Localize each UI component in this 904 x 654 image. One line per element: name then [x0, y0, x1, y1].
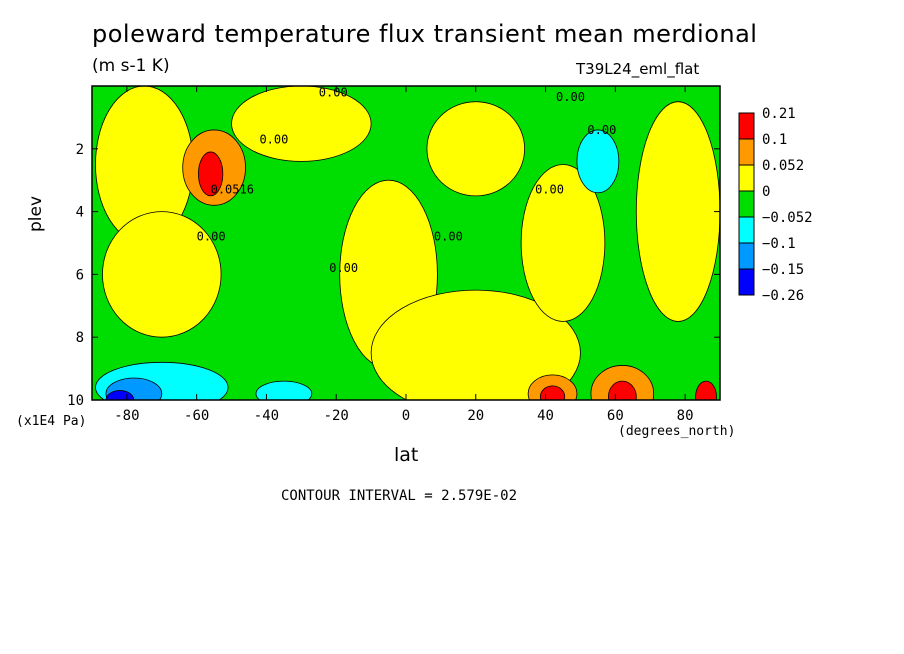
region-red-15	[695, 380, 717, 400]
colorbar-swatch	[738, 138, 755, 166]
x-axis-title: lat	[394, 444, 419, 466]
contour-label: 0.00	[329, 261, 358, 275]
y-tick-label: 10	[67, 393, 84, 409]
region-cyan-10	[576, 129, 620, 194]
colorbar-label: −0.052	[762, 210, 813, 226]
colorbar-label: 0.21	[762, 106, 796, 122]
contour-interval-note: CONTOUR INTERVAL = 2.579E-02	[281, 488, 518, 504]
colorbar-swatch	[738, 164, 755, 192]
region-red-9	[198, 151, 224, 197]
colorbar: 0.21 0.1 0.052 0 −0.052 −0.1 −0.15 −0.26	[738, 106, 813, 304]
contour-label: 0.0516	[211, 183, 254, 197]
colorbar-label: −0.15	[762, 262, 804, 278]
y-tick-label: 8	[76, 330, 84, 346]
colorbar-swatch	[738, 112, 755, 140]
x-tick-label: 20	[467, 408, 484, 424]
region-yellow-5	[520, 164, 606, 322]
x-tick-label: 80	[677, 408, 694, 424]
region-red-14	[539, 385, 566, 400]
colorbar-label: −0.26	[762, 288, 804, 304]
y-tick-label: 6	[76, 267, 84, 283]
region-yellow-7	[635, 101, 720, 322]
x-tick-label: -40	[254, 408, 279, 424]
colorbar-swatch	[738, 216, 755, 244]
axes: -80 -60 -40 -20 0 20 40 60 80 2 4 6 8 10	[67, 86, 720, 424]
contour-label: 0.00	[319, 85, 348, 99]
y-axis-units: (x1E4 Pa)	[16, 414, 87, 429]
x-tick-label: -20	[324, 408, 349, 424]
chart-title: poleward temperature flux transient mean…	[92, 20, 758, 48]
run-label: T39L24_eml_flat	[576, 60, 700, 78]
colorbar-label: −0.1	[762, 236, 796, 252]
contour-label: 0.00	[556, 90, 585, 104]
x-tick-label: -60	[184, 408, 209, 424]
colorbar-swatch	[738, 242, 755, 270]
region-yellow-6	[426, 101, 526, 197]
colorbar-label: 0	[762, 184, 770, 200]
colorbar-swatch	[738, 268, 755, 296]
y-tick-label: 4	[76, 205, 84, 221]
x-tick-label: 0	[402, 408, 410, 424]
y-tick-label: 2	[76, 142, 84, 158]
region-yellow-4	[370, 289, 581, 400]
x-tick-label: 40	[537, 408, 554, 424]
colorbar-label: 0.1	[762, 132, 787, 148]
colorbar-label: 0.052	[762, 158, 804, 174]
colorbar-swatch	[738, 190, 755, 218]
x-tick-label: 60	[607, 408, 624, 424]
region-yellow-1	[102, 211, 222, 338]
contour-label: 0.00	[535, 183, 564, 197]
region-cyan-19	[255, 380, 313, 400]
contour-label: 0.00	[259, 132, 288, 146]
units-label: (m s-1 K)	[92, 56, 170, 76]
region-yellow-2	[231, 86, 372, 162]
contour-label: 0.00	[434, 230, 463, 244]
plot-area: 0.00 0.00 0.00 0.00 0.0516 0.00 0.00 0.00 0.00	[92, 85, 720, 400]
contour-label: 0.00	[197, 230, 226, 244]
x-axis-units: (degrees_north)	[618, 424, 736, 439]
x-tick-label: -80	[114, 408, 139, 424]
contour-label: 0.00	[587, 123, 616, 137]
